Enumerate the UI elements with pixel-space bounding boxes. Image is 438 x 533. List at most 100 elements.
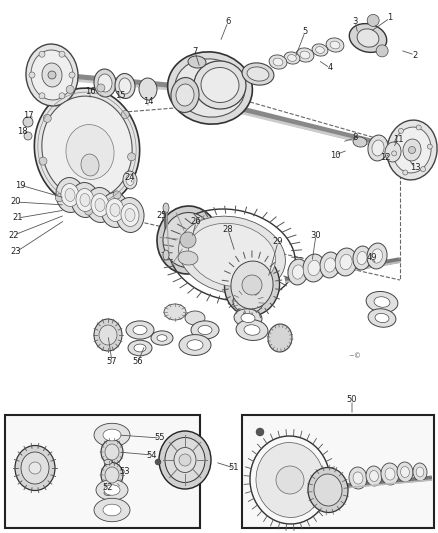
Ellipse shape (191, 321, 219, 339)
Ellipse shape (59, 93, 65, 99)
Text: 23: 23 (11, 247, 21, 256)
Text: 22: 22 (9, 230, 19, 239)
Ellipse shape (187, 56, 205, 68)
Ellipse shape (241, 63, 273, 85)
Ellipse shape (157, 335, 166, 341)
Ellipse shape (162, 213, 212, 268)
Ellipse shape (408, 147, 414, 154)
Ellipse shape (86, 188, 114, 222)
Ellipse shape (272, 58, 282, 66)
Ellipse shape (384, 468, 394, 480)
Ellipse shape (402, 170, 407, 175)
Text: 3: 3 (352, 18, 357, 27)
Ellipse shape (241, 275, 261, 295)
Ellipse shape (366, 14, 378, 27)
Ellipse shape (71, 182, 99, 217)
Ellipse shape (300, 51, 309, 59)
Ellipse shape (76, 189, 94, 212)
Text: 16: 16 (85, 87, 95, 96)
Ellipse shape (133, 326, 147, 335)
Ellipse shape (367, 135, 387, 161)
Ellipse shape (121, 110, 129, 118)
Ellipse shape (42, 63, 62, 87)
Text: 15: 15 (114, 92, 125, 101)
Ellipse shape (170, 77, 198, 112)
Ellipse shape (173, 448, 195, 472)
Ellipse shape (94, 319, 122, 351)
Text: 10: 10 (329, 150, 339, 159)
Ellipse shape (367, 309, 395, 327)
Text: 50: 50 (346, 395, 357, 405)
Ellipse shape (66, 85, 74, 93)
Ellipse shape (276, 466, 303, 494)
Text: 26: 26 (190, 217, 201, 227)
Text: 57: 57 (106, 358, 117, 367)
Ellipse shape (420, 167, 424, 172)
Ellipse shape (178, 216, 285, 294)
Text: 11: 11 (392, 135, 403, 144)
Ellipse shape (287, 55, 296, 61)
Text: 51: 51 (228, 464, 239, 472)
Text: 1: 1 (386, 13, 392, 22)
Ellipse shape (105, 467, 119, 483)
Ellipse shape (255, 442, 323, 518)
Ellipse shape (287, 259, 307, 285)
Ellipse shape (126, 321, 154, 339)
Ellipse shape (334, 248, 356, 276)
Text: 30: 30 (310, 230, 321, 239)
Ellipse shape (113, 191, 121, 199)
Ellipse shape (119, 78, 131, 94)
Ellipse shape (244, 325, 259, 335)
Ellipse shape (319, 252, 339, 278)
Ellipse shape (365, 292, 397, 312)
Text: ~©: ~© (347, 353, 360, 359)
Text: 53: 53 (120, 467, 130, 477)
Ellipse shape (426, 144, 431, 149)
Ellipse shape (167, 52, 252, 124)
Ellipse shape (29, 72, 35, 78)
Ellipse shape (162, 250, 169, 260)
Ellipse shape (43, 115, 51, 123)
Ellipse shape (324, 258, 335, 272)
Ellipse shape (233, 309, 261, 327)
Ellipse shape (371, 249, 381, 263)
Ellipse shape (178, 251, 198, 265)
Ellipse shape (396, 462, 412, 482)
Text: 18: 18 (17, 127, 27, 136)
Ellipse shape (162, 203, 169, 213)
Ellipse shape (65, 189, 75, 201)
Ellipse shape (97, 84, 105, 92)
Text: 55: 55 (155, 433, 165, 442)
Ellipse shape (198, 326, 212, 335)
Ellipse shape (42, 96, 132, 200)
Ellipse shape (110, 204, 120, 216)
Ellipse shape (103, 504, 121, 516)
Text: 4: 4 (327, 63, 332, 72)
Ellipse shape (101, 463, 123, 488)
Text: 25: 25 (156, 211, 167, 220)
Ellipse shape (302, 254, 324, 282)
Ellipse shape (139, 78, 157, 100)
Ellipse shape (307, 260, 319, 276)
Ellipse shape (240, 313, 254, 322)
Ellipse shape (106, 198, 124, 222)
Ellipse shape (386, 120, 436, 180)
Ellipse shape (104, 485, 120, 495)
Ellipse shape (187, 340, 202, 350)
Ellipse shape (374, 313, 388, 322)
Ellipse shape (315, 47, 324, 53)
Ellipse shape (103, 429, 121, 441)
Text: 13: 13 (409, 164, 419, 173)
Ellipse shape (134, 344, 146, 352)
Ellipse shape (352, 472, 362, 484)
Ellipse shape (157, 206, 219, 274)
Ellipse shape (59, 51, 65, 57)
Ellipse shape (307, 467, 347, 513)
Ellipse shape (39, 157, 47, 165)
Ellipse shape (96, 480, 128, 500)
Text: 6: 6 (225, 18, 230, 27)
Ellipse shape (116, 198, 144, 232)
Text: 28: 28 (222, 225, 233, 235)
Ellipse shape (55, 194, 63, 202)
Ellipse shape (127, 153, 135, 161)
